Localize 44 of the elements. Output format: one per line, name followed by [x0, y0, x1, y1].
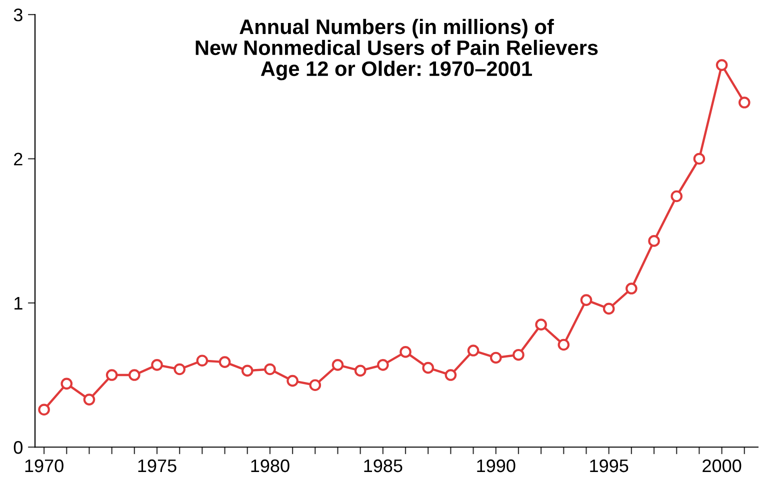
point — [309, 379, 322, 392]
point — [151, 359, 163, 371]
point — [332, 359, 344, 371]
point — [716, 59, 728, 71]
point — [286, 374, 298, 387]
x-tick-label: 1970 — [25, 459, 64, 472]
point — [400, 346, 412, 358]
x-tick-label: 1995 — [590, 459, 628, 472]
x-tick-label: 1975 — [138, 459, 176, 472]
point — [106, 369, 118, 381]
y-tick-label: 3 — [14, 8, 22, 22]
y-tick-label: 0 — [14, 441, 22, 454]
point — [512, 348, 524, 361]
point — [467, 344, 480, 356]
point — [626, 282, 638, 294]
point — [535, 318, 547, 330]
point — [218, 356, 231, 368]
point — [602, 302, 615, 315]
x-tick-label: 1990 — [477, 459, 516, 472]
point — [738, 96, 750, 108]
point — [490, 352, 502, 364]
y-tick-label: 2 — [14, 152, 22, 166]
point — [83, 394, 96, 406]
point — [196, 354, 208, 367]
point — [693, 152, 706, 165]
point — [580, 294, 592, 306]
point — [128, 369, 140, 381]
point — [422, 362, 434, 374]
point — [354, 364, 366, 377]
point — [60, 378, 73, 390]
text: Annual Numbers (in millions) of New Nonmedical Users of Pain Relievers Age 12 or Older: 1970–2001 — [196, 18, 598, 80]
point — [648, 235, 660, 247]
point — [38, 404, 50, 416]
point — [241, 364, 254, 377]
y-tick-label: 1 — [14, 297, 22, 310]
point — [670, 190, 683, 202]
x-tick-label: 2000 — [702, 459, 742, 472]
point — [558, 338, 570, 351]
x-tick-label: 1985 — [364, 459, 402, 472]
point — [264, 363, 276, 376]
point — [377, 359, 389, 371]
point — [174, 363, 186, 376]
x-tick-label: 1980 — [251, 459, 290, 472]
point — [444, 369, 457, 381]
